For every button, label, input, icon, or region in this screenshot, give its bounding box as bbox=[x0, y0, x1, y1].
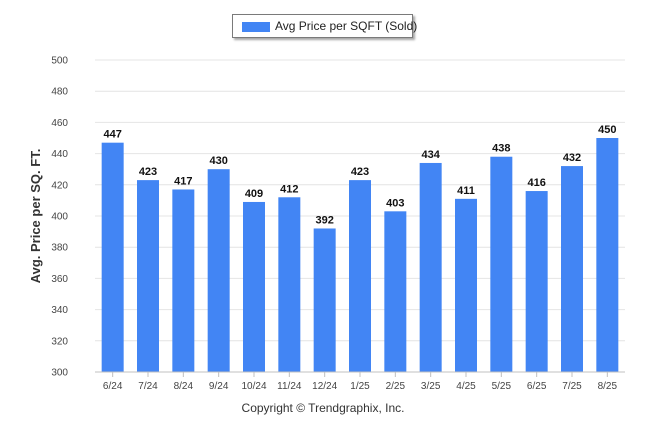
y-axis-title: Avg. Price per SQ. FT. bbox=[28, 149, 43, 284]
x-tick-label: 4/25 bbox=[456, 381, 476, 392]
x-axis-ticks: 6/24 7/24 8/24 9/24 10/24 11/24 12/24 1/25 2/25 3… bbox=[103, 372, 618, 392]
bar bbox=[419, 162, 442, 372]
y-tick-label: 500 bbox=[51, 56, 68, 67]
y-tick-label: 460 bbox=[51, 118, 68, 129]
y-tick-label: 360 bbox=[51, 274, 68, 285]
bar bbox=[278, 197, 301, 372]
bar-value-label: 434 bbox=[421, 149, 440, 161]
bar bbox=[243, 201, 265, 372]
x-tick-label: 3/25 bbox=[421, 381, 441, 392]
x-tick-label: 11/24 bbox=[277, 381, 302, 392]
x-tick-label: 12/24 bbox=[312, 381, 337, 392]
bar bbox=[101, 142, 124, 372]
bar bbox=[384, 211, 407, 372]
copyright-footer: Copyright © Trendgraphix, Inc. bbox=[241, 401, 405, 415]
bar-value-label: 403 bbox=[386, 197, 404, 209]
bar bbox=[525, 191, 548, 372]
bar-value-label: 438 bbox=[492, 143, 510, 155]
x-tick-label: 8/25 bbox=[598, 381, 618, 392]
bar-value-label: 430 bbox=[209, 155, 227, 167]
y-axis-ticks: 300 320 340 360 380 400 420 440 460 480 500 bbox=[51, 56, 68, 379]
bar-value-label: 411 bbox=[457, 185, 475, 197]
bar-value-label: 450 bbox=[598, 124, 616, 136]
legend-swatch bbox=[242, 22, 270, 32]
bar bbox=[207, 169, 230, 372]
bar-value-label: 423 bbox=[351, 166, 369, 178]
x-tick-label: 7/25 bbox=[562, 381, 582, 392]
legend: Avg Price per SQFT (Sold) bbox=[232, 14, 417, 38]
bar bbox=[561, 166, 583, 372]
x-tick-label: 9/24 bbox=[209, 381, 229, 392]
y-tick-label: 420 bbox=[51, 180, 68, 191]
y-tick-label: 400 bbox=[51, 212, 68, 223]
y-tick-label: 380 bbox=[51, 243, 68, 254]
x-tick-label: 7/24 bbox=[138, 381, 158, 392]
bar-value-label: 412 bbox=[280, 183, 298, 195]
y-tick-label: 440 bbox=[51, 149, 68, 160]
bar bbox=[313, 228, 336, 372]
bar-value-label: 432 bbox=[563, 152, 581, 164]
bars bbox=[101, 138, 619, 372]
bar bbox=[172, 189, 195, 372]
y-tick-label: 340 bbox=[51, 305, 68, 316]
x-tick-label: 6/24 bbox=[103, 381, 123, 392]
bar-value-label: 447 bbox=[103, 129, 121, 141]
bar bbox=[490, 156, 513, 372]
bar bbox=[137, 180, 159, 372]
x-tick-label: 8/24 bbox=[174, 381, 194, 392]
x-tick-label: 6/25 bbox=[527, 381, 547, 392]
x-tick-label: 2/25 bbox=[386, 381, 406, 392]
y-tick-label: 320 bbox=[51, 336, 68, 347]
bar-value-label: 392 bbox=[315, 214, 333, 226]
bar bbox=[596, 138, 619, 372]
x-tick-label: 1/25 bbox=[350, 381, 370, 392]
data-labels: 447 423 417 430 409 412 392 423 403 434 411 438 416 4… bbox=[103, 124, 616, 226]
bar-value-label: 416 bbox=[527, 177, 545, 189]
bar-value-label: 409 bbox=[245, 188, 263, 200]
y-tick-label: 300 bbox=[51, 368, 68, 379]
bar bbox=[349, 180, 371, 372]
legend-label: Avg Price per SQFT (Sold) bbox=[275, 19, 418, 33]
y-tick-label: 480 bbox=[51, 87, 68, 98]
bar-value-label: 417 bbox=[174, 175, 192, 187]
bar bbox=[455, 198, 477, 372]
x-tick-label: 10/24 bbox=[241, 381, 266, 392]
x-tick-label: 5/25 bbox=[492, 381, 512, 392]
bar-value-label: 423 bbox=[139, 166, 157, 178]
